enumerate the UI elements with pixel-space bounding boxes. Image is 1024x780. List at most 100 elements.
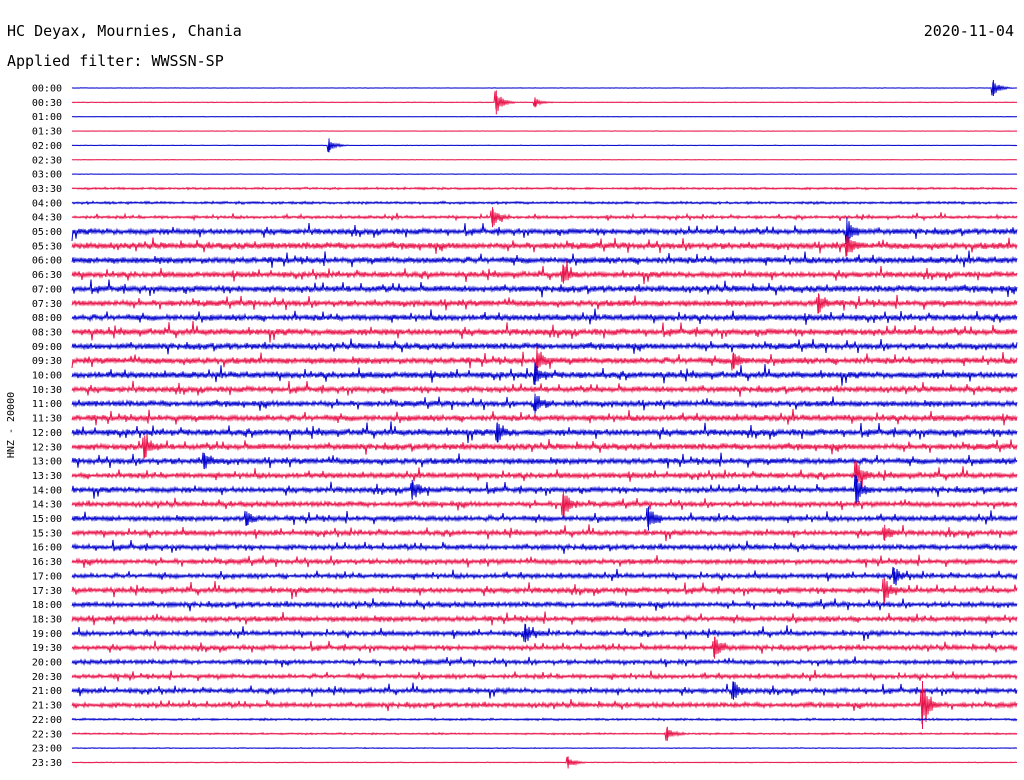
row-time-label: 15:30 — [32, 528, 62, 539]
trace-row-1900 — [71, 623, 1018, 642]
trace-row-0430 — [71, 209, 1018, 226]
date-label: 2020-11-04 — [924, 22, 1014, 40]
trace-row-0530 — [71, 236, 1018, 257]
trace-row-0630 — [71, 260, 1018, 285]
trace-row-1600 — [71, 539, 1018, 554]
trace-row-0000 — [71, 81, 1018, 96]
channel-axis-label: HNZ - 20000 — [6, 392, 17, 458]
row-time-label: 02:30 — [32, 155, 62, 166]
trace-row-1200 — [71, 421, 1018, 444]
trace-row-1130 — [71, 408, 1018, 426]
row-time-label: 08:30 — [32, 327, 62, 338]
row-time-label: 03:00 — [32, 170, 62, 181]
row-time-label: 05:30 — [32, 241, 62, 252]
row-time-label: 12:30 — [32, 442, 62, 453]
trace-row-1330 — [71, 460, 1018, 488]
row-time-label: 17:00 — [32, 571, 62, 582]
row-time-label: 07:30 — [32, 299, 62, 310]
trace-row-0730 — [71, 294, 1018, 314]
trace-row-0800 — [71, 308, 1018, 325]
trace-row-0930 — [71, 350, 1018, 372]
trace-row-0400 — [71, 200, 1018, 206]
trace-row-2030 — [71, 669, 1018, 682]
trace-row-0200 — [71, 140, 1018, 152]
trace-row-1930 — [71, 636, 1018, 658]
row-time-label: 18:00 — [32, 600, 62, 611]
row-time-label: 21:30 — [32, 701, 62, 712]
trace-rows: 00:00 00:30 01:00 01:30 02:00 02:30 03:00 03:30… — [32, 80, 1018, 769]
row-time-label: 16:30 — [32, 557, 62, 568]
trace-row-1000 — [71, 362, 1018, 386]
station-title: HC Deyax, Mournies, Chania — [7, 22, 242, 40]
row-time-label: 10:30 — [32, 385, 62, 396]
trace-row-0830 — [71, 320, 1018, 343]
row-time-label: 03:30 — [32, 184, 62, 195]
row-time-label: 17:30 — [32, 586, 62, 597]
row-time-label: 20:00 — [32, 658, 62, 669]
row-time-label: 22:00 — [32, 715, 62, 726]
trace-row-1230 — [71, 434, 1018, 459]
row-time-label: 10:00 — [32, 371, 62, 382]
trace-row-1730 — [71, 579, 1018, 605]
trace-row-0700 — [71, 279, 1018, 298]
row-time-label: 04:00 — [32, 198, 62, 209]
row-time-label: 04:30 — [32, 213, 62, 224]
row-time-label: 00:00 — [32, 84, 62, 95]
row-time-label: 20:30 — [32, 672, 62, 683]
row-time-label: 12:00 — [32, 428, 62, 439]
trace-row-0030 — [71, 91, 1018, 112]
trace-row-1100 — [71, 395, 1018, 412]
trace-row-1830 — [71, 611, 1018, 626]
trace-row-0130 — [71, 130, 1018, 132]
trace-row-1300 — [71, 452, 1018, 469]
row-time-label: 19:30 — [32, 643, 62, 654]
row-time-label: 00:30 — [32, 98, 62, 109]
row-time-label: 18:30 — [32, 614, 62, 625]
trace-row-0330 — [71, 186, 1018, 191]
trace-row-1800 — [71, 598, 1018, 612]
trace-row-1530 — [71, 524, 1018, 542]
row-time-label: 23:00 — [32, 744, 62, 755]
row-time-label: 21:00 — [32, 686, 62, 697]
row-time-label: 23:30 — [32, 758, 62, 769]
row-time-label: 14:00 — [32, 485, 62, 496]
row-time-label: 16:00 — [32, 543, 62, 554]
trace-row-1630 — [71, 554, 1018, 568]
trace-row-1030 — [71, 380, 1018, 397]
row-time-label: 14:30 — [32, 500, 62, 511]
trace-row-2100 — [71, 681, 1018, 699]
row-time-label: 09:00 — [32, 342, 62, 353]
trace-row-0900 — [71, 338, 1018, 355]
row-time-label: 06:00 — [32, 256, 62, 267]
trace-row-2230 — [71, 727, 1018, 741]
row-time-label: 02:00 — [32, 141, 62, 152]
row-time-label: 05:00 — [32, 227, 62, 238]
trace-row-0100 — [71, 115, 1018, 118]
trace-row-0230 — [71, 158, 1018, 161]
trace-row-0500 — [71, 221, 1018, 245]
trace-row-0300 — [71, 173, 1018, 175]
row-time-label: 13:00 — [32, 457, 62, 468]
trace-row-2300 — [71, 746, 1018, 750]
filter-label: Applied filter: WWSSN-SP — [7, 52, 224, 70]
row-time-label: 22:30 — [32, 729, 62, 740]
trace-row-1500 — [71, 507, 1018, 528]
row-time-label: 06:30 — [32, 270, 62, 281]
trace-row-2130 — [71, 688, 1018, 725]
trace-row-1400 — [71, 474, 1018, 504]
row-time-label: 11:00 — [32, 399, 62, 410]
row-time-label: 15:00 — [32, 514, 62, 525]
trace-row-2200 — [71, 717, 1018, 722]
trace-row-0600 — [71, 250, 1018, 268]
row-time-label: 07:00 — [32, 284, 62, 295]
row-time-label: 19:00 — [32, 629, 62, 640]
row-time-label: 13:30 — [32, 471, 62, 482]
row-time-label: 09:30 — [32, 356, 62, 367]
row-time-label: 01:00 — [32, 112, 62, 123]
trace-row-2000 — [71, 656, 1018, 668]
trace-row-2330 — [71, 756, 1018, 767]
row-time-label: 01:30 — [32, 127, 62, 138]
trace-row-1700 — [71, 566, 1018, 586]
row-time-label: 08:00 — [32, 313, 62, 324]
row-time-label: 11:30 — [32, 414, 62, 425]
